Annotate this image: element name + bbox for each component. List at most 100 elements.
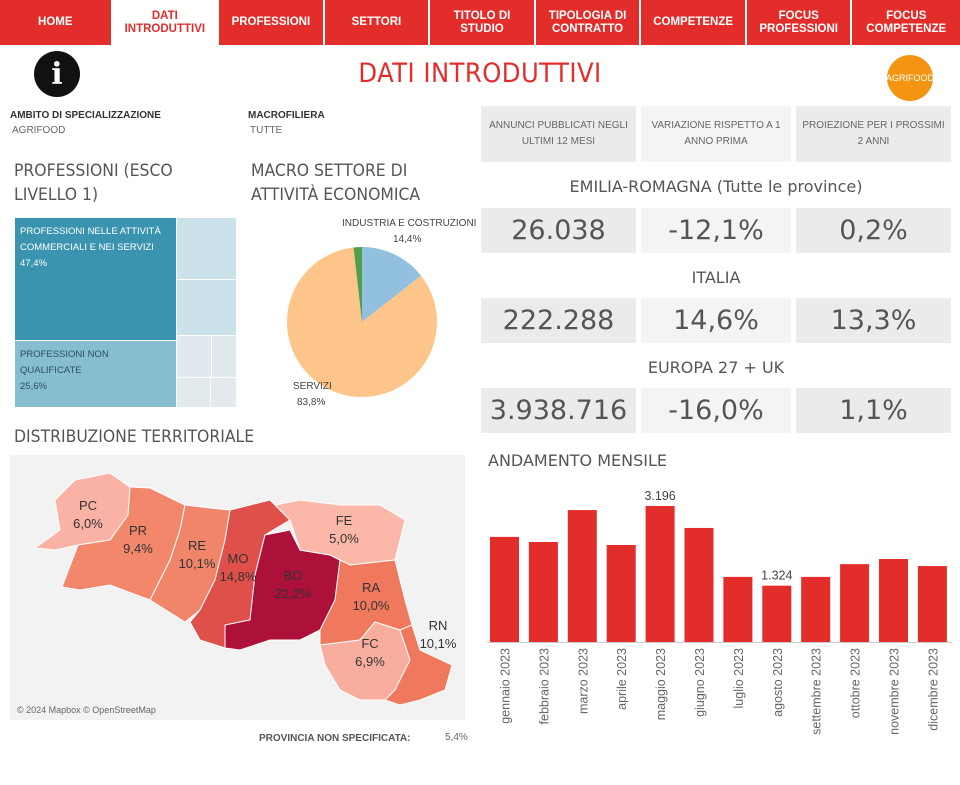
bar-4[interactable]: [645, 506, 675, 642]
province-fe[interactable]: [273, 499, 406, 566]
treemap-title: PROFESSIONI (ESCO LIVELLO 1): [14, 161, 173, 205]
bar-10[interactable]: [879, 559, 908, 642]
macrofiliera-label: MACROFILIERA: [248, 110, 325, 121]
x-tick-label: giugno 2023: [693, 648, 707, 717]
province-value-label: 14,8%: [220, 569, 257, 584]
bar-5[interactable]: [684, 527, 714, 642]
map-attribution[interactable]: © 2024 Mapbox © OpenStreetMap: [17, 705, 156, 715]
nav-focus-professioni[interactable]: FOCUS PROFESSIONI: [746, 0, 851, 45]
x-tick-label: agosto 2023: [771, 648, 785, 717]
bar-11[interactable]: [917, 566, 947, 642]
bar-data-label: 3.196: [644, 489, 675, 503]
treemap-cell-commerciali[interactable]: PROFESSIONI NELLE ATTIVITÀ COMMERCIALI E…: [14, 217, 177, 341]
kpi-er-annunci: 26.038: [481, 208, 636, 253]
bar-0[interactable]: [490, 536, 519, 642]
province-value-label: 6,0%: [73, 516, 103, 531]
bar-6[interactable]: [723, 576, 753, 642]
x-tick-label: dicembre 2023: [926, 648, 940, 731]
x-tick-label: aprile 2023: [615, 648, 629, 710]
kpi-it-annunci: 222.288: [481, 298, 636, 343]
x-tick-label: settembre 2023: [810, 648, 824, 735]
kpi-header-variazione: VARIAZIONE RISPETTO A 1 ANNO PRIMA: [641, 106, 791, 162]
area-emilia-romagna: EMILIA-ROMAGNA (Tutte le province): [569, 177, 863, 196]
x-tick-label: luglio 2023: [732, 648, 746, 709]
province-value-label: 10,1%: [179, 556, 216, 571]
kpi-it-variazione: 14,6%: [641, 298, 791, 343]
nav-professioni[interactable]: PROFESSIONI: [219, 0, 323, 45]
province-code-label: RN: [429, 618, 448, 633]
kpi-eu-annunci: 3.938.716: [481, 388, 636, 433]
bar-8[interactable]: [801, 576, 831, 642]
province-value-label: 10,0%: [353, 598, 390, 613]
kpi-it-proiezione: 13,3%: [796, 298, 951, 343]
province-rn[interactable]: [384, 624, 453, 706]
treemap-cell[interactable]: [176, 217, 237, 280]
province-code-label: PR: [129, 523, 147, 538]
kpi-eu-variazione: -16,0%: [641, 388, 791, 433]
treemap-cell[interactable]: [176, 279, 237, 336]
bar-9[interactable]: [840, 564, 870, 642]
treemap-label: PROFESSIONI NON QUALIFICATE 25,6%: [20, 349, 109, 392]
province-code-label: RA: [362, 580, 380, 595]
pie-chart: [287, 247, 437, 397]
bar-3[interactable]: [606, 544, 636, 642]
area-europa: EUROPA 27 + UK: [647, 358, 785, 377]
nav-dati-introduttivi[interactable]: DATI INTRODUTTIVI: [112, 0, 218, 45]
nav-titolo-di-studio[interactable]: TITOLO DI STUDIO: [430, 0, 534, 45]
info-icon[interactable]: i: [34, 51, 80, 97]
x-tick-label: ottobre 2023: [849, 648, 863, 718]
province-code-label: MO: [228, 551, 249, 566]
bar-chart: gennaio 2023 febbraio 2023 marzo 2023 april…: [487, 489, 952, 735]
pie-slice-1[interactable]: [287, 247, 437, 397]
unspecified-label: PROVINCIA NON SPECIFICATA:: [259, 733, 411, 744]
ambito-label: AMBITO DI SPECIALIZZAZIONE: [10, 110, 161, 121]
bar-data-label: 1.324: [761, 569, 792, 583]
kpi-er-variazione: -12,1%: [641, 208, 791, 253]
map-title: DISTRIBUZIONE TERRITORIALE: [14, 427, 255, 447]
ambito-value[interactable]: AGRIFOOD: [12, 125, 66, 136]
x-tick-label: novembre 2023: [888, 648, 902, 735]
province-code-label: FE: [336, 513, 353, 528]
map[interactable]: PC 6,0% PR 9,4% RE 10,1% MO 14,8% BO 22,2% FE 5,0% R…: [0, 0, 480, 785]
pie-label-industria: INDUSTRIA E COSTRUZIONI: [342, 218, 477, 229]
page-title: DATI INTRODUTTIVI: [358, 58, 602, 89]
nav-focus-competenze[interactable]: FOCUS COMPETENZE: [852, 0, 960, 45]
pie-value-industria: 14,4%: [393, 234, 422, 245]
bar-2[interactable]: [567, 510, 597, 642]
x-tick-label: marzo 2023: [576, 648, 590, 714]
province-value-label: 22,2%: [275, 586, 312, 601]
pie-title: MACRO SETTORE DI ATTIVITÀ ECONOMICA: [251, 161, 421, 205]
macrofiliera-value[interactable]: TUTTE: [250, 125, 283, 136]
province-value-label: 10,1%: [420, 636, 457, 651]
x-tick-label: febbraio 2023: [537, 648, 551, 725]
nav-competenze[interactable]: COMPETENZE: [641, 0, 745, 45]
province-code-label: FC: [361, 636, 378, 651]
bar-7[interactable]: [762, 585, 792, 642]
nav-home[interactable]: HOME: [0, 0, 111, 45]
treemap-cell[interactable]: [176, 377, 211, 408]
top-nav: HOME DATI INTRODUTTIVI PROFESSIONI SETTO…: [0, 0, 960, 45]
agrifood-badge: AGRIFOOD: [886, 55, 934, 101]
province-code-label: RE: [188, 538, 206, 553]
province-code-label: BO: [284, 568, 303, 583]
bar-chart-title: ANDAMENTO MENSILE: [488, 451, 668, 470]
province-value-label: 6,9%: [355, 654, 385, 669]
pie-slice-2[interactable]: [353, 247, 362, 322]
province-code-label: PC: [79, 498, 97, 513]
pie-slice-0[interactable]: [362, 247, 421, 322]
kpi-er-proiezione: 0,2%: [796, 208, 951, 253]
province-value-label: 5,0%: [329, 531, 359, 546]
kpi-header-annunci: ANNUNCI PUBBLICATI NEGLI ULTIMI 12 MESI: [481, 106, 636, 162]
treemap-cell[interactable]: [210, 377, 237, 408]
pie-value-servizi: 83,8%: [297, 397, 326, 408]
kpi-header-proiezione: PROIEZIONE PER I PROSSIMI 2 ANNI: [796, 106, 951, 162]
x-tick-label: maggio 2023: [654, 648, 668, 720]
unspecified-value: 5,4%: [445, 732, 468, 743]
bar-1[interactable]: [528, 542, 558, 642]
treemap-label: PROFESSIONI NELLE ATTIVITÀ COMMERCIALI E…: [20, 226, 161, 269]
pie-label-servizi: SERVIZI: [293, 381, 332, 392]
area-italia: ITALIA: [691, 268, 741, 287]
nav-settori[interactable]: SETTORI: [324, 0, 429, 45]
nav-tipologia-contratto[interactable]: TIPOLOGIA DI CONTRATTO: [535, 0, 640, 45]
province-value-label: 9,4%: [123, 541, 153, 556]
